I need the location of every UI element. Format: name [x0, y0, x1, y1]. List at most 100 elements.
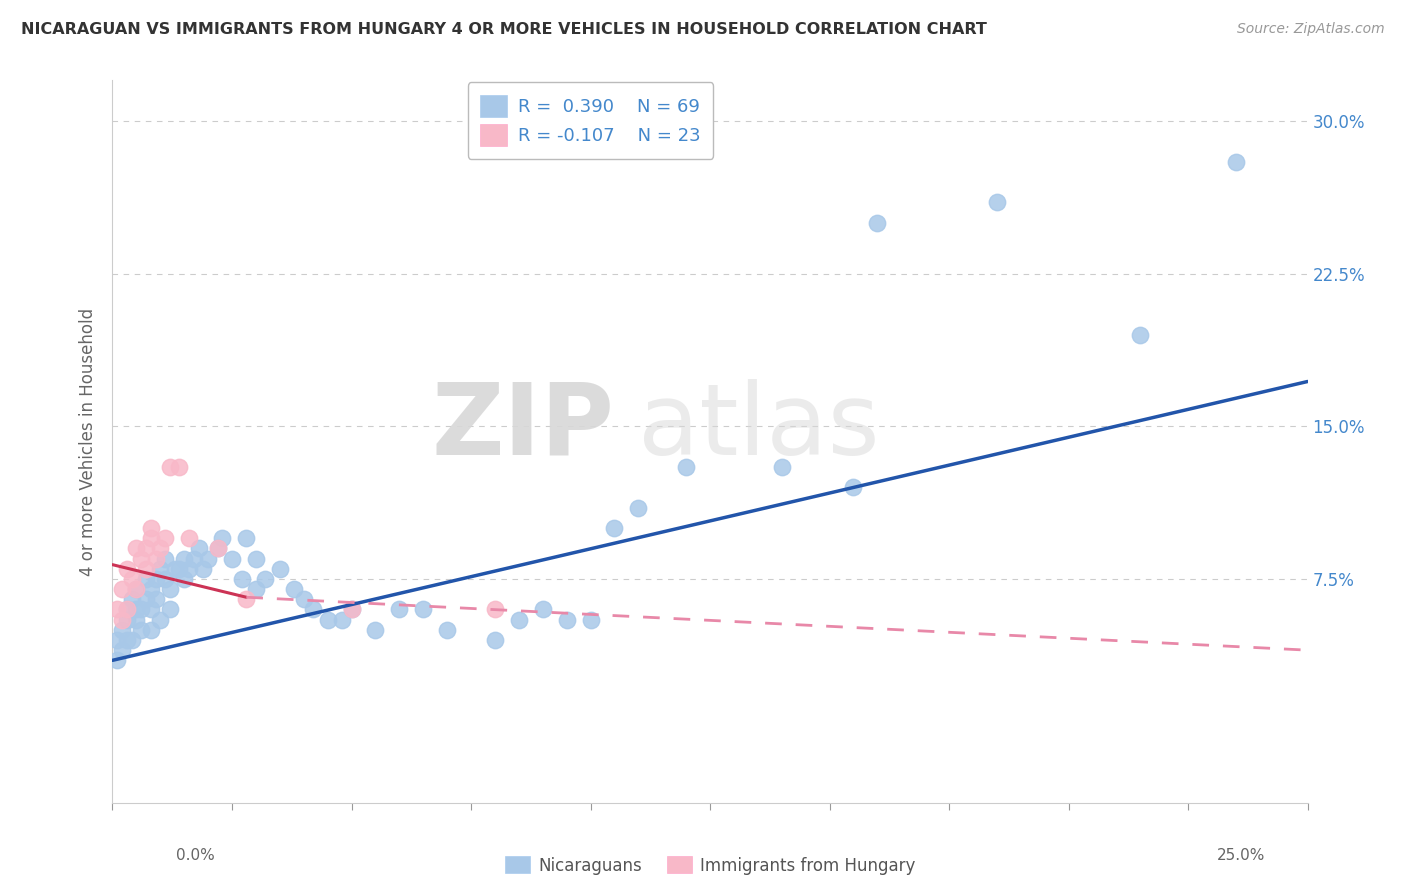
Point [340, 602, 363, 616]
Text: NICARAGUAN VS IMMIGRANTS FROM HUNGARY 4 OR MORE VEHICLES IN HOUSEHOLD CORRELATIO: NICARAGUAN VS IMMIGRANTS FROM HUNGARY 4 … [21, 22, 987, 37]
Point [139, 582, 162, 596]
Point [135, 592, 157, 607]
Point [254, 572, 277, 586]
Point [603, 521, 626, 535]
Point [121, 592, 143, 607]
Point [153, 551, 176, 566]
Text: 25.0%: 25.0% [1218, 848, 1265, 863]
Point [135, 541, 157, 556]
Point [135, 572, 157, 586]
Point [842, 480, 865, 494]
Point [139, 521, 162, 535]
Point [235, 531, 257, 545]
Y-axis label: 4 or more Vehicles in Household: 4 or more Vehicles in Household [79, 308, 97, 575]
Point [129, 602, 152, 616]
Point [177, 531, 200, 545]
Point [388, 602, 411, 616]
Point [169, 562, 191, 576]
Point [121, 572, 143, 586]
Point [125, 582, 148, 596]
Point [121, 632, 143, 647]
Point [316, 613, 339, 627]
Text: 0.0%: 0.0% [176, 848, 215, 863]
Point [125, 602, 148, 616]
Point [675, 460, 697, 475]
Point [866, 216, 889, 230]
Point [1225, 154, 1247, 169]
Point [183, 551, 205, 566]
Point [245, 551, 267, 566]
Point [153, 531, 176, 545]
Point [145, 592, 167, 607]
Point [129, 551, 152, 566]
Point [770, 460, 793, 475]
Point [531, 602, 554, 616]
Point [145, 572, 167, 586]
Point [173, 551, 195, 566]
Point [159, 460, 181, 475]
Point [149, 562, 172, 576]
Point [163, 562, 186, 576]
Point [135, 562, 157, 576]
Point [115, 562, 138, 576]
Point [292, 592, 315, 607]
Point [986, 195, 1008, 210]
Point [1129, 327, 1152, 342]
Point [245, 582, 267, 596]
Text: atlas: atlas [638, 378, 880, 475]
Point [115, 632, 138, 647]
Point [555, 613, 578, 627]
Point [159, 582, 181, 596]
Point [207, 541, 229, 556]
Point [177, 562, 200, 576]
Point [115, 602, 138, 616]
Point [111, 582, 134, 596]
Point [173, 572, 195, 586]
Point [153, 572, 176, 586]
Point [115, 602, 138, 616]
Point [125, 541, 148, 556]
Point [169, 460, 191, 475]
Point [484, 602, 506, 616]
Point [436, 623, 458, 637]
Point [105, 632, 128, 647]
Point [269, 562, 291, 576]
Point [125, 582, 148, 596]
Point [508, 613, 530, 627]
Point [111, 613, 134, 627]
Point [484, 632, 506, 647]
Point [207, 541, 229, 556]
Point [627, 500, 650, 515]
Point [125, 613, 148, 627]
Point [145, 551, 167, 566]
Point [149, 613, 172, 627]
Legend: Nicaraguans, Immigrants from Hungary: Nicaraguans, Immigrants from Hungary [498, 850, 922, 881]
Point [412, 602, 434, 616]
Point [283, 582, 305, 596]
Point [221, 551, 243, 566]
Text: ZIP: ZIP [432, 378, 614, 475]
Point [159, 602, 181, 616]
Point [197, 551, 219, 566]
Point [330, 613, 353, 627]
Point [111, 623, 134, 637]
Point [211, 531, 233, 545]
Text: Source: ZipAtlas.com: Source: ZipAtlas.com [1237, 22, 1385, 37]
Point [139, 602, 162, 616]
Point [105, 602, 128, 616]
Point [111, 643, 134, 657]
Point [139, 623, 162, 637]
Point [364, 623, 387, 637]
Point [149, 541, 172, 556]
Point [193, 562, 215, 576]
Point [302, 602, 325, 616]
Point [340, 602, 363, 616]
Point [115, 613, 138, 627]
Point [105, 653, 128, 667]
Point [231, 572, 253, 586]
Point [129, 623, 152, 637]
Point [187, 541, 209, 556]
Point [579, 613, 602, 627]
Point [139, 531, 162, 545]
Point [235, 592, 257, 607]
